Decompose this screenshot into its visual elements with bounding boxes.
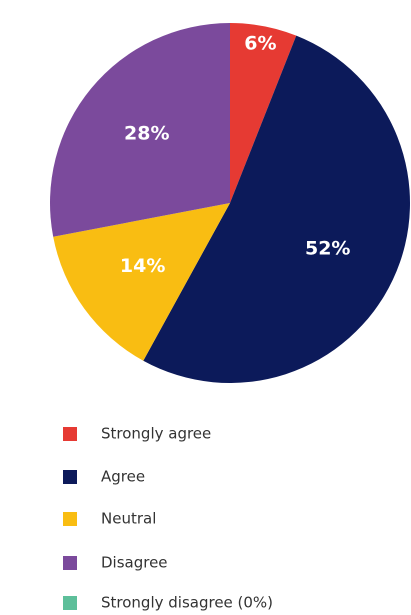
legend-swatch <box>63 512 77 526</box>
legend-swatch <box>63 596 77 610</box>
value-label: 28% <box>124 123 169 145</box>
pie-slice <box>143 35 410 383</box>
pie-slice <box>53 203 230 361</box>
legend-label: Neutral <box>101 510 156 528</box>
legend-label: Agree <box>101 468 145 486</box>
pie-slice <box>230 23 297 203</box>
legend-label: Strongly disagree (0%) <box>101 594 273 612</box>
legend-swatch <box>63 556 77 570</box>
pie-slice <box>49 23 230 237</box>
value-label: 52% <box>305 237 350 259</box>
value-label: 14% <box>120 255 165 277</box>
legend-swatch <box>63 470 77 484</box>
legend-label: Strongly agree <box>101 425 211 443</box>
value-label: 6% <box>244 32 276 54</box>
legend-swatch <box>63 427 77 441</box>
legend-label: Disagree <box>101 554 168 572</box>
